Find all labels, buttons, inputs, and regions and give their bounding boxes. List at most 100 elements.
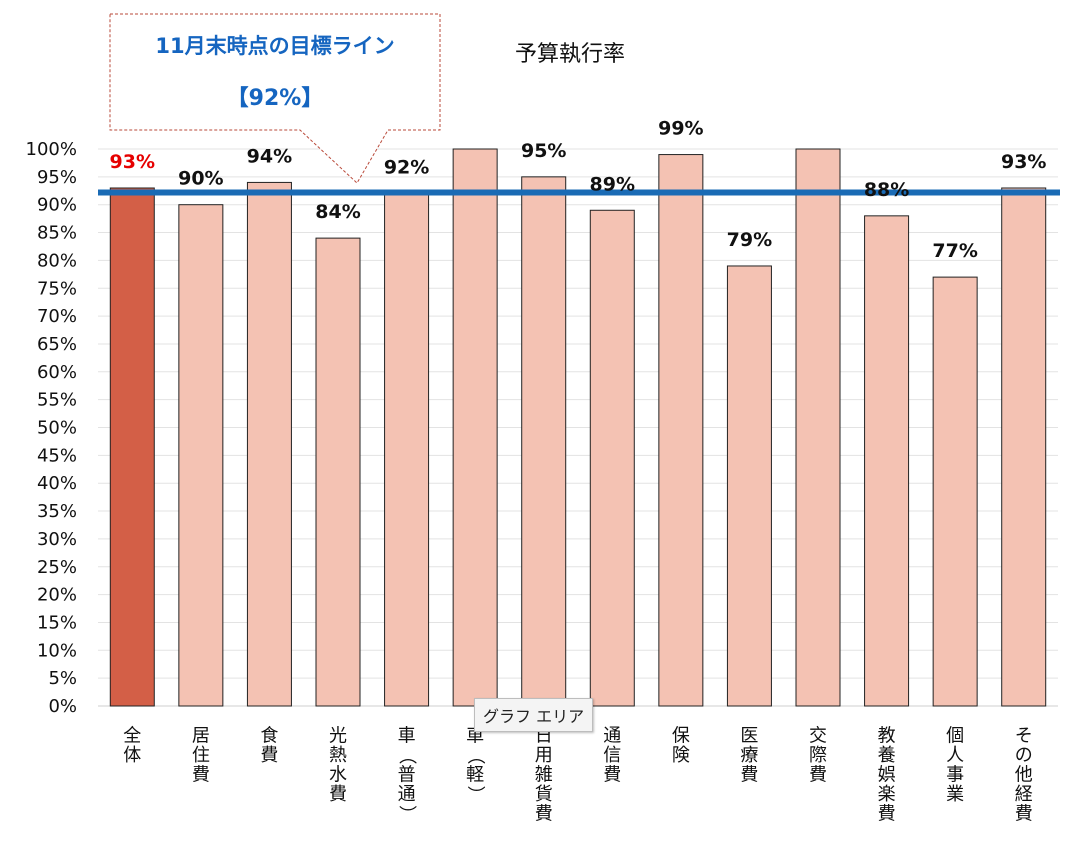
bar-12 [932,276,978,707]
svg-text:療: 療 [740,745,758,766]
category-label-1: 居住費 [192,726,210,786]
svg-text:住: 住 [192,745,210,766]
chart-area-tooltip: グラフ エリア [474,698,594,732]
y-tick-label: 60% [37,362,77,383]
svg-text:全: 全 [123,726,141,747]
y-tick-label: 0% [48,696,77,717]
category-label-8: 保険 [672,726,690,767]
data-label-11: 88% [864,179,909,201]
svg-text:普: 普 [398,765,416,786]
y-tick-label: 10% [37,640,77,661]
svg-text:熱: 熱 [329,745,347,766]
svg-text:光: 光 [329,726,347,747]
svg-text:（: （ [396,747,417,765]
y-tick-label: 15% [37,612,77,633]
svg-text:際: 際 [809,745,827,766]
svg-text:費: 費 [329,784,347,805]
data-label-9: 79% [727,229,772,251]
svg-text:娯: 娯 [878,765,896,786]
category-label-9: 医療費 [740,726,758,786]
svg-text:個: 個 [946,726,964,747]
bar-6 [521,176,567,707]
svg-text:教: 教 [878,726,896,747]
y-tick-label: 75% [37,278,77,299]
svg-text:経: 経 [1015,784,1033,805]
y-tick-label: 65% [37,334,77,355]
bar-7 [589,209,635,707]
svg-text:の: の [1015,745,1033,766]
svg-text:居: 居 [192,726,210,747]
svg-text:体: 体 [123,745,141,766]
y-tick-label: 35% [37,501,77,522]
data-label-7: 89% [590,173,635,195]
svg-text:費: 費 [192,765,210,786]
svg-text:雑: 雑 [535,765,553,786]
data-label-8: 99% [658,118,703,140]
callout-box [109,13,441,184]
svg-text:通: 通 [398,784,416,805]
svg-text:費: 費 [809,765,827,786]
category-label-5: 車（軽） [465,726,486,804]
bar-11 [864,215,910,707]
svg-text:保: 保 [672,726,690,747]
svg-text:用: 用 [535,745,553,766]
category-label-4: 車（普通） [396,726,417,824]
y-tick-label: 85% [37,223,77,244]
y-tick-label: 55% [37,390,77,411]
y-tick-label: 30% [37,529,77,550]
bar-8 [658,154,704,707]
bar-3 [315,237,361,707]
data-label-12: 77% [932,240,977,262]
svg-text:貨: 貨 [535,784,553,805]
svg-text:人: 人 [946,745,964,766]
y-tick-label: 100% [26,139,77,160]
callout-target-value: 【92%】 [226,86,324,111]
svg-text:他: 他 [1015,765,1033,786]
svg-text:交: 交 [809,726,827,747]
svg-text:医: 医 [740,726,758,747]
svg-text:（: （ [465,747,486,765]
svg-text:通: 通 [603,726,621,747]
svg-text:軽: 軽 [466,765,484,786]
category-label-2: 食費 [260,726,278,767]
svg-text:養: 養 [878,745,896,766]
bar-0 [109,187,155,707]
y-tick-label: 50% [37,418,77,439]
category-label-10: 交際費 [809,726,827,786]
svg-text:そ: そ [1015,726,1033,747]
svg-text:事: 事 [946,765,964,786]
svg-text:）: ） [396,805,417,823]
bar-4 [384,193,430,707]
svg-text:費: 費 [260,745,278,766]
y-tick-label: 40% [37,473,77,494]
svg-text:楽: 楽 [878,784,896,805]
y-tick-label: 95% [37,167,77,188]
bar-13 [1001,187,1047,707]
y-tick-label: 5% [48,668,77,689]
chart-title: 予算執行率 [514,42,625,67]
data-label-2: 94% [247,145,292,167]
data-label-13: 93% [1001,151,1046,173]
bar-5 [452,148,498,707]
bar-1 [178,204,224,707]
bar-10 [795,148,841,707]
data-label-0: 93% [110,151,155,173]
y-tick-label: 45% [37,445,77,466]
svg-text:費: 費 [603,765,621,786]
svg-text:費: 費 [878,804,896,825]
bar-9 [726,265,772,707]
svg-text:険: 険 [672,745,690,766]
svg-text:業: 業 [946,784,964,805]
callout-target-title: 11月末時点の目標ライン [155,34,395,58]
svg-text:費: 費 [1015,804,1033,825]
data-label-4: 92% [384,157,429,179]
svg-text:）: ） [465,786,486,804]
y-tick-label: 25% [37,557,77,578]
category-label-7: 通信費 [603,726,621,786]
svg-text:費: 費 [740,765,758,786]
y-tick-label: 80% [37,250,77,271]
